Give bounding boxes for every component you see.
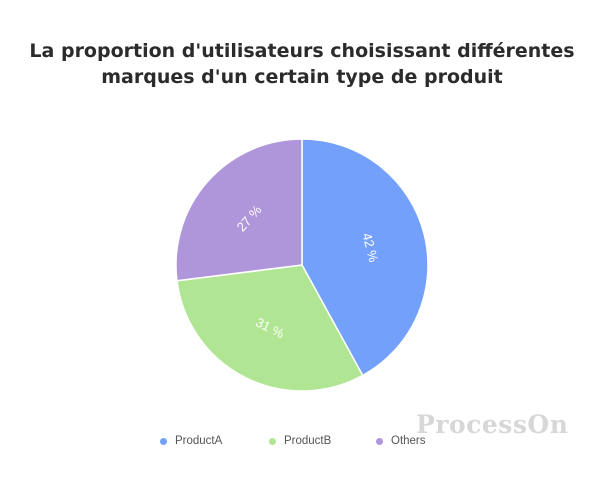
legend-item-producta[interactable]: ProductA <box>160 435 222 447</box>
pie-label-producta: 42 % <box>359 231 381 264</box>
chart-legend: ProductA ProductB Others <box>0 435 604 451</box>
chart-title-line-2: marques d'un certain type de produit <box>101 66 503 88</box>
processon-watermark: ProcessOn <box>416 410 569 439</box>
chart-title-line-1: La proportion d'utilisateurs choisissant… <box>29 40 575 62</box>
legend-marker-productb <box>269 437 276 445</box>
legend-item-others[interactable]: Others <box>376 435 426 447</box>
legend-item-productb[interactable]: ProductB <box>269 435 331 447</box>
chart-title: La proportion d'utilisateurs choisissant… <box>0 38 604 90</box>
legend-label-productb: ProductB <box>284 435 332 447</box>
legend-marker-others <box>376 437 383 445</box>
pie-slice-others[interactable] <box>175 138 303 282</box>
pie-slice-producta[interactable] <box>301 138 429 377</box>
pie-slices <box>175 138 429 392</box>
pie-slice-productb[interactable] <box>176 264 364 392</box>
legend-label-others: Others <box>391 435 426 447</box>
legend-label-producta: ProductA <box>175 435 223 447</box>
legend-marker-producta <box>160 437 167 445</box>
